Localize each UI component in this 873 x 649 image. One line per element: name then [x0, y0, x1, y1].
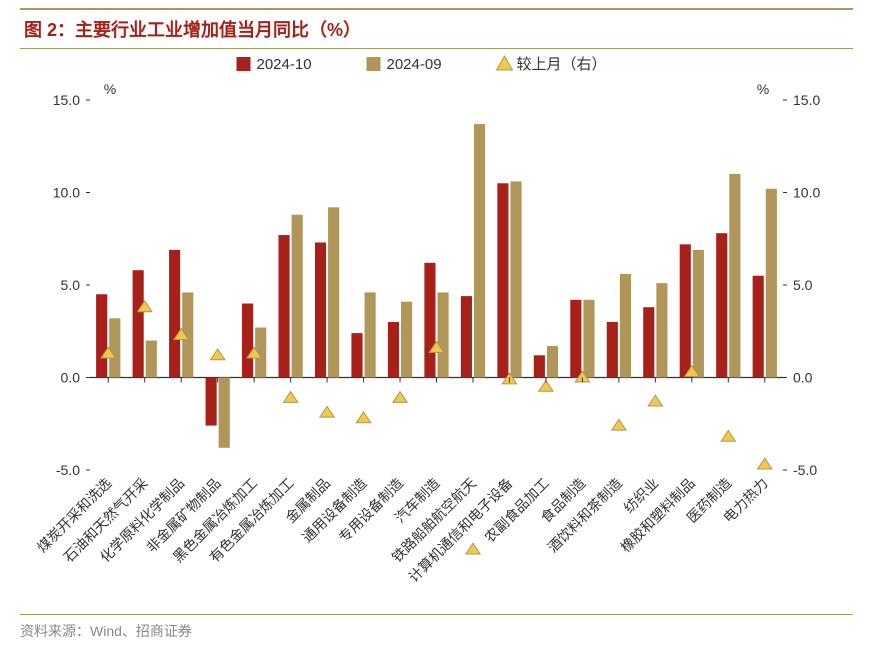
bar-series2	[328, 207, 339, 377]
left-axis-unit: %	[104, 81, 116, 97]
marker-series3	[210, 349, 224, 360]
bar-series1	[497, 183, 508, 377]
bar-series1	[424, 263, 435, 378]
y-tick-left: 10.0	[53, 185, 80, 201]
marker-series3	[356, 412, 370, 423]
bar-series1	[169, 250, 180, 378]
bars-group	[96, 124, 777, 448]
bar-series1	[242, 304, 253, 378]
bar-series1	[570, 300, 581, 378]
bar-series1	[534, 355, 545, 377]
y-tick-left: 5.0	[61, 277, 81, 293]
legend-swatch	[237, 57, 251, 71]
bar-series1	[643, 307, 654, 377]
bar-series2	[583, 300, 594, 378]
source-row: 资料来源：Wind、招商证券	[20, 614, 853, 641]
title-row: 图 2：主要行业工业增加值当月同比（%）	[20, 8, 853, 49]
bar-series1	[133, 270, 144, 377]
chart-plot: 2024-10 2024-09 较上月（右）%% -5.0 -5.0 0.0 0.0 5.0 5…	[20, 50, 853, 610]
bar-series1	[716, 233, 727, 377]
bar-series2	[620, 274, 631, 378]
legend: 2024-10 2024-09 较上月（右）	[237, 55, 607, 73]
legend-marker	[497, 56, 513, 70]
bar-series1	[206, 378, 217, 426]
y-tick-left: 0.0	[61, 370, 81, 386]
right-axis-unit: %	[757, 81, 769, 97]
bar-series1	[680, 244, 691, 377]
marker-series3	[283, 392, 297, 403]
bar-series2	[729, 174, 740, 378]
marker-series3	[466, 543, 480, 554]
bar-series2	[547, 346, 558, 377]
bar-series2	[292, 215, 303, 378]
y-tick-left: -5.0	[56, 462, 80, 478]
bar-series2	[474, 124, 485, 377]
figure-container: 图 2：主要行业工业增加值当月同比（%） 2024-10 2024-09 较上月（右…	[0, 0, 873, 649]
marker-series3	[648, 395, 662, 406]
bar-series1	[388, 322, 399, 378]
bar-series1	[351, 333, 362, 377]
bar-series1	[315, 242, 326, 377]
bar-series1	[278, 235, 289, 377]
y-tick-right: 5.0	[793, 277, 813, 293]
category-labels: 煤炭开采和洗选石油和天然气开采化学原料化学制品非金属矿物制品黑色金属冶炼加工有色…	[34, 475, 771, 585]
bar-series2	[365, 292, 376, 377]
bar-series1	[607, 322, 618, 378]
y-tick-right: -5.0	[793, 462, 817, 478]
bar-series2	[146, 341, 157, 378]
legend-swatch	[367, 57, 381, 71]
marker-series3	[612, 419, 626, 430]
y-tick-right: 10.0	[793, 185, 820, 201]
y-tick-left: 15.0	[53, 92, 80, 108]
y-tick-right: 15.0	[793, 92, 820, 108]
y-tick-right: 0.0	[793, 370, 813, 386]
figure-title: 图 2：主要行业工业增加值当月同比（%）	[24, 20, 361, 40]
marker-series3	[320, 406, 334, 417]
bar-series2	[693, 250, 704, 378]
bar-series2	[766, 189, 777, 378]
legend-label: 2024-09	[387, 56, 442, 73]
marker-series3	[721, 430, 735, 441]
legend-label: 较上月（右）	[517, 55, 607, 73]
source-text: 资料来源：Wind、招商证券	[20, 623, 192, 639]
bar-series1	[96, 294, 107, 377]
bar-series2	[510, 181, 521, 377]
marker-series3	[758, 458, 772, 469]
bar-series2	[219, 378, 230, 448]
bar-series2	[109, 318, 120, 377]
legend-label: 2024-10	[257, 56, 312, 73]
bar-series1	[753, 276, 764, 378]
marker-series3	[393, 392, 407, 403]
bar-series2	[656, 283, 667, 377]
bar-series1	[461, 296, 472, 377]
bar-series2	[438, 292, 449, 377]
bar-series2	[401, 302, 412, 378]
